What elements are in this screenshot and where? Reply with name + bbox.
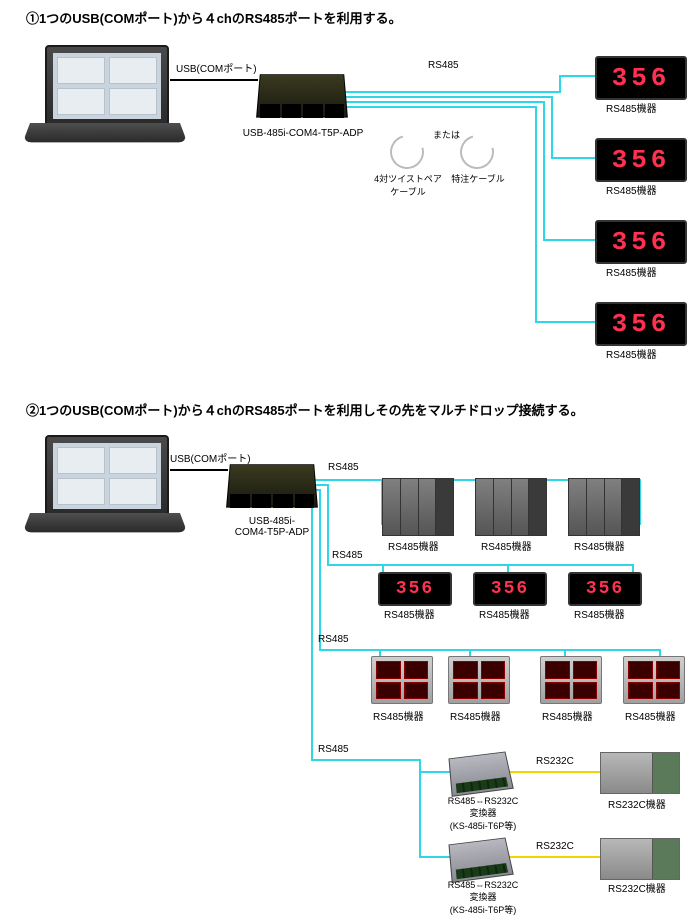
rack-2	[475, 478, 547, 536]
rs232-dev-2	[600, 838, 680, 880]
rack-3	[568, 478, 640, 536]
converter-1-label: RS485⇔RS232C 変換器 (KS-485i-T6P等)	[440, 796, 526, 832]
rs232-dev-1-label: RS232C機器	[608, 796, 666, 811]
panel-1	[371, 656, 433, 704]
section1-title: ①1つのUSB(COMポート)から４chのRS485ポートを利用する。	[26, 8, 402, 27]
section2-adapter	[228, 460, 316, 510]
disp-3: 356	[568, 572, 642, 606]
section2-laptop	[30, 435, 180, 540]
section1-dev4: 356	[595, 302, 687, 346]
rack-2-label: RS485機器	[481, 538, 532, 553]
cable-or-label: または	[433, 128, 460, 141]
rack-3-label: RS485機器	[574, 538, 625, 553]
rs232-label-1: RS232C	[536, 756, 574, 767]
section2-rs485-3: RS485	[318, 634, 349, 645]
section1-dev2-label: RS485機器	[606, 182, 657, 197]
disp-1: 356	[378, 572, 452, 606]
converter-2	[448, 838, 513, 883]
rs232-label-2: RS232C	[536, 841, 574, 852]
panel-1-label: RS485機器	[373, 708, 424, 723]
section2-title: ②1つのUSB(COMポート)から４chのRS485ポートを利用しその先をマルチ…	[26, 400, 584, 419]
cable1-label: 4対ツイストペア ケーブル	[372, 172, 444, 198]
section1-rs485-label: RS485	[428, 60, 459, 71]
section1-usb-label: USB(COMポート)	[176, 60, 257, 75]
rs232-dev-2-label: RS232C機器	[608, 880, 666, 895]
disp-2: 356	[473, 572, 547, 606]
panel-3-label: RS485機器	[542, 708, 593, 723]
panel-2	[448, 656, 510, 704]
section1-dev3-label: RS485機器	[606, 264, 657, 279]
twist-pair-cable-icon	[384, 129, 430, 175]
panel-4	[623, 656, 685, 704]
rack-1-label: RS485機器	[388, 538, 439, 553]
section2-adapter-label: USB-485i- COM4-T5P-ADP	[222, 516, 322, 538]
section1-dev3: 356	[595, 220, 687, 264]
section1-dev1: 356	[595, 56, 687, 100]
cable2-label: 特注ケーブル	[448, 172, 508, 185]
disp-2-label: RS485機器	[479, 606, 530, 621]
disp-3-label: RS485機器	[574, 606, 625, 621]
section1-laptop	[30, 45, 180, 150]
section2-rs485-4: RS485	[318, 744, 349, 755]
section1-dev4-label: RS485機器	[606, 346, 657, 361]
section2-rs485-1: RS485	[328, 462, 359, 473]
section1-adapter	[258, 70, 346, 120]
rs232-dev-1	[600, 752, 680, 794]
section1-dev1-label: RS485機器	[606, 100, 657, 115]
converter-2-label: RS485⇔RS232C 変換器 (KS-485i-T6P等)	[440, 880, 526, 916]
section2-rs485-2: RS485	[332, 550, 363, 561]
panel-3	[540, 656, 602, 704]
disp-1-label: RS485機器	[384, 606, 435, 621]
rack-1	[382, 478, 454, 536]
converter-1	[448, 752, 513, 797]
section1-dev2: 356	[595, 138, 687, 182]
special-cable-icon	[454, 129, 500, 175]
section1-adapter-label: USB-485i-COM4-T5P-ADP	[228, 128, 378, 139]
panel-4-label: RS485機器	[625, 708, 676, 723]
panel-2-label: RS485機器	[450, 708, 501, 723]
